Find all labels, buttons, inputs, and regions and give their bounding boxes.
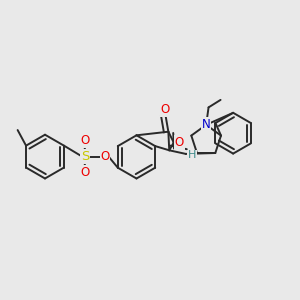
Text: O: O — [161, 103, 170, 116]
Text: O: O — [80, 166, 89, 179]
Text: N: N — [202, 118, 211, 131]
Text: O: O — [100, 150, 109, 163]
Text: S: S — [81, 150, 89, 163]
Text: H: H — [188, 150, 196, 161]
Text: O: O — [80, 134, 89, 148]
Text: O: O — [175, 136, 184, 149]
